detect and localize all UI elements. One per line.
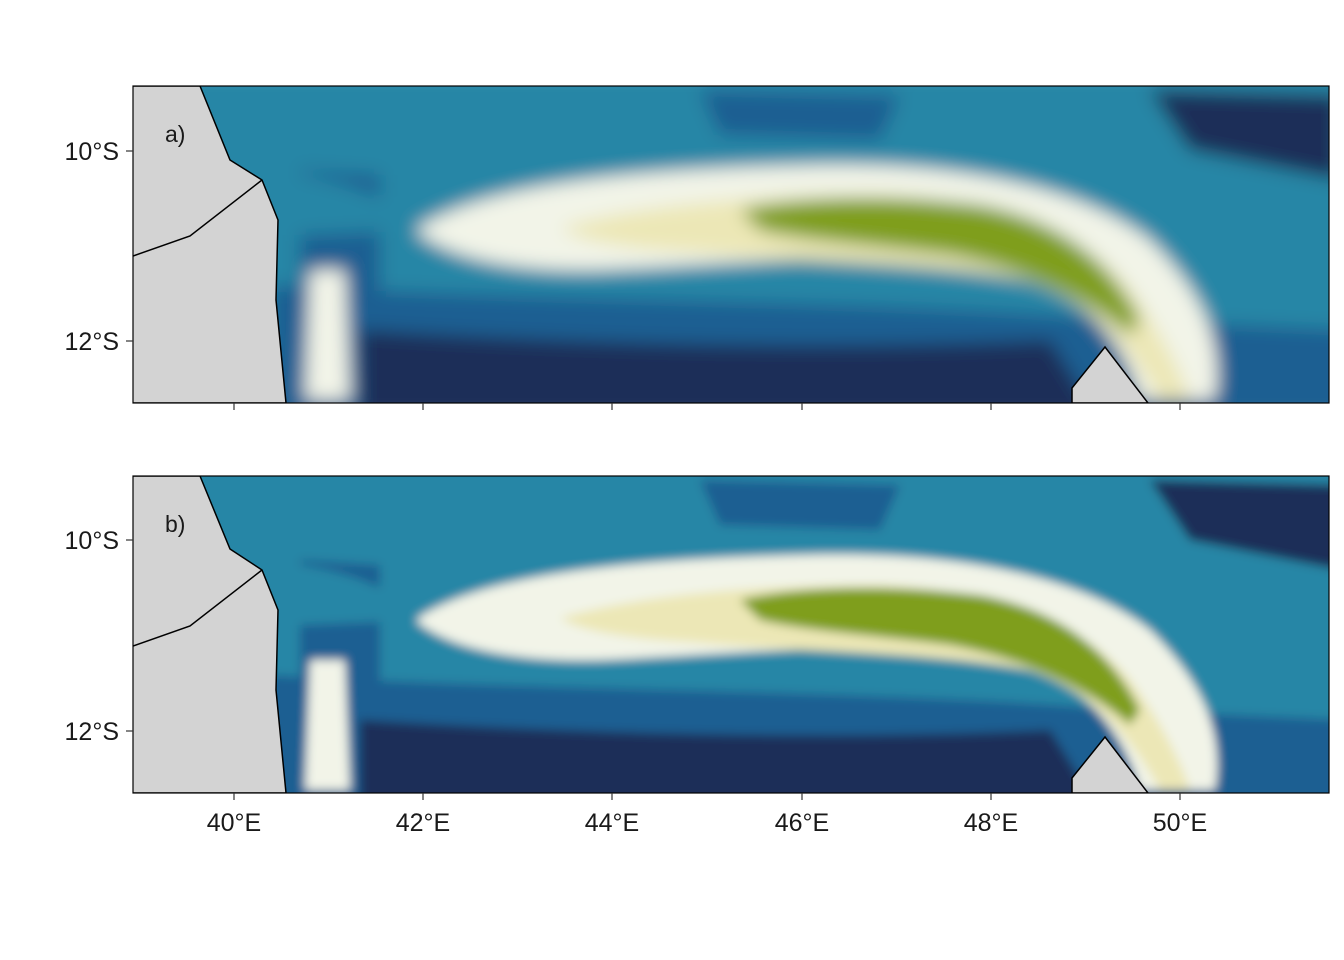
x-tick-label-50e: 50°E (1153, 809, 1207, 837)
x-tick-label-46e: 46°E (775, 809, 829, 837)
panel-a-land (133, 86, 1149, 403)
x-tick-label-42e: 42°E (396, 809, 450, 837)
panel-a-frame (132, 85, 1330, 404)
panel-b (133, 476, 1329, 793)
panel-b-x-axis: 40°E 42°E 44°E 46°E 48°E 50°E (207, 793, 1207, 837)
panel-a-y-axis: 10°S 12°S (65, 138, 133, 356)
y-tick-label-a-12s: 12°S (65, 328, 119, 356)
x-tick-label-44e: 44°E (585, 809, 639, 837)
panel-a-label: a) (165, 121, 185, 147)
y-tick-label-a-10s: 10°S (65, 138, 119, 166)
panel-b-y-axis: 10°S 12°S (65, 527, 133, 746)
panel-b-land (133, 476, 1149, 793)
panel-a (133, 86, 1329, 403)
x-tick-label-40e: 40°E (207, 809, 261, 837)
panel-a-field (133, 86, 1329, 403)
panel-a-x-ticks (233, 403, 1181, 410)
panel-b-label: b) (165, 511, 185, 537)
y-tick-label-b-10s: 10°S (65, 527, 119, 555)
panel-b-field (133, 476, 1329, 793)
x-tick-label-48e: 48°E (964, 809, 1018, 837)
panel-b-frame (132, 475, 1330, 794)
y-tick-label-b-12s: 12°S (65, 718, 119, 746)
